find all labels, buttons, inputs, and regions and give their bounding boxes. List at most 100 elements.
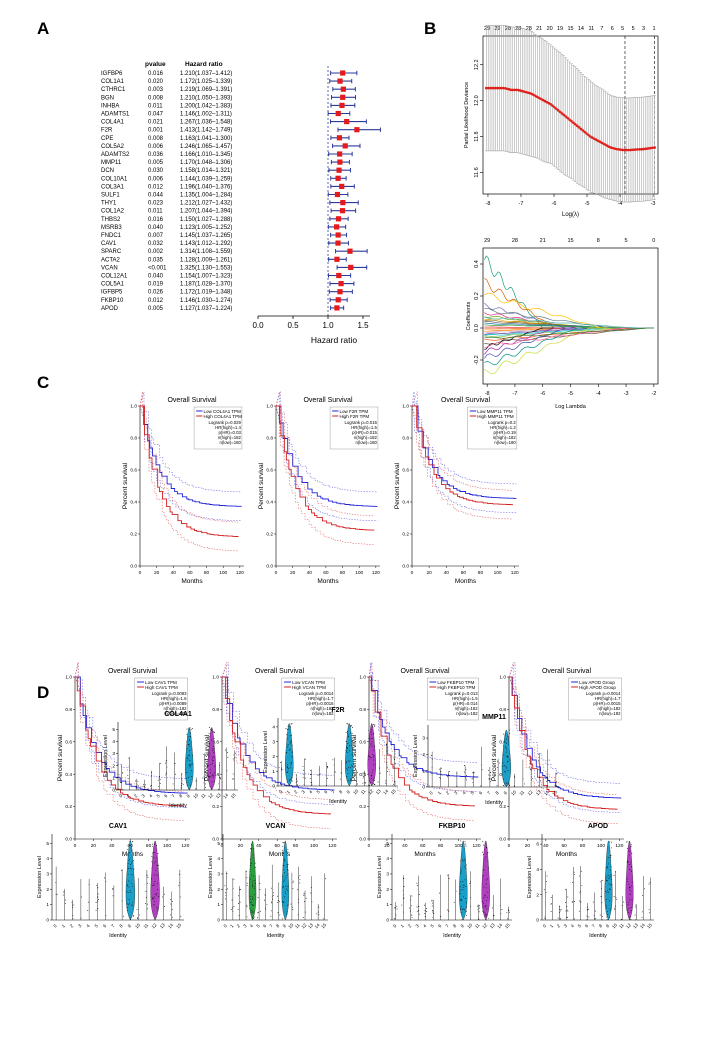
violin-cell-point [211, 781, 213, 783]
violin-cell-point [318, 906, 320, 908]
violin-cell-point [484, 858, 486, 860]
violin-cell-point [131, 841, 133, 843]
violin-cell-point [606, 879, 608, 881]
violin-category-label: 9 [460, 923, 466, 929]
lasso-cv-point [640, 147, 643, 151]
violin-cell-point [295, 774, 297, 776]
violin-cell-point [503, 733, 504, 735]
violin-cell-point [349, 760, 351, 762]
km-survival-curve [369, 676, 475, 807]
violin-cell-point [356, 783, 358, 785]
violin-cell-point [522, 778, 524, 780]
violin-y-tick-label: 4 [272, 724, 275, 730]
forest-hr-marker [336, 272, 342, 279]
violin-category-label: 13 [307, 922, 314, 929]
violin-cell-point [432, 905, 434, 907]
violin-cell-point [232, 773, 234, 775]
violin-cell-point [614, 909, 616, 911]
violin-cell-point [394, 907, 396, 909]
km-legend-low: Low F2R TPM [339, 409, 368, 414]
violin-cell-point [629, 850, 631, 852]
violin-y-tick-label: 3 [272, 739, 275, 745]
violin-cell-point [631, 885, 633, 887]
km-x-tick-label: 60 [562, 843, 568, 849]
violin-category-label: 7 [269, 923, 275, 929]
violin-cell-point [642, 894, 644, 896]
violin-cell-point [289, 726, 291, 728]
violin-cell-point [205, 787, 207, 789]
violin-cell-point [211, 759, 213, 761]
km-y-tick-label: 1.0 [65, 675, 72, 681]
violin-cell-point [472, 781, 474, 783]
violin-cell-point [150, 785, 152, 787]
violin-cell-point [351, 739, 353, 741]
violin-shape [345, 723, 354, 787]
violin-cell-point [348, 760, 350, 762]
km-legend-low: Low MMP11 TPM [477, 409, 513, 414]
violin-cell-point [170, 914, 172, 916]
panel-label-c: C [37, 373, 49, 392]
violin-cell-point [507, 760, 509, 762]
violin-category-label: 3 [563, 923, 569, 929]
violin-cell-point [212, 731, 214, 733]
lasso-coefficient-path [484, 327, 654, 334]
violin-cell-point [496, 785, 498, 787]
violin-cell-point [283, 885, 285, 887]
violin-cell-point [581, 884, 583, 886]
violin-category-label: 2 [133, 793, 139, 799]
lasso-path-x-tick-label: -3 [624, 391, 629, 397]
forest-hr-marker [340, 70, 346, 76]
violin-cell-point [503, 785, 505, 787]
forest-hr-marker [335, 216, 342, 222]
violin-cell-point [305, 911, 306, 913]
violin-cell-point [486, 908, 488, 910]
violin-cell-point [609, 841, 610, 843]
violin-category-label: 10 [134, 922, 141, 929]
violin-cell-point [368, 755, 370, 757]
lasso-coefficient-path [484, 327, 654, 338]
violin-cell-point [129, 917, 131, 919]
lasso-cv-x-tick-label: -6 [552, 201, 557, 207]
forest-hr-text: 1.127(1.037–1.224) [180, 306, 232, 312]
km-y-tick-label: 0.4 [359, 772, 366, 778]
km-y-axis-title: Percent survival [122, 462, 129, 509]
violin-cell-point [133, 915, 135, 917]
violin-cell-point [272, 892, 274, 894]
violin-cell-point [487, 878, 488, 880]
violin-cell-point [252, 857, 254, 859]
violin-cell-point [628, 917, 630, 919]
forest-hr-text: 1.154(1.007–1.323) [180, 274, 232, 280]
violin-cell-point [438, 892, 440, 894]
violin-cell-point [470, 896, 472, 898]
violin-cell-point [211, 739, 213, 741]
violin-cell-point [472, 772, 474, 774]
violin-cell-point [486, 853, 488, 855]
violin-cell-point [370, 738, 372, 740]
violin-cell-point [310, 781, 312, 783]
violin-cell-point [287, 763, 289, 765]
violin-cell-point [152, 857, 154, 859]
violin-cell-point [165, 762, 166, 764]
lasso-coefficient-path [484, 327, 654, 355]
violin-cell-point [56, 893, 58, 895]
km-legend-box [329, 406, 379, 450]
violin-cell-point [246, 916, 248, 918]
violin-cell-point [482, 851, 484, 853]
forest-hr-text: 1.128(1.009–1.261) [180, 257, 232, 263]
violin-cell-point [464, 909, 466, 911]
violin-cell-point [326, 784, 327, 786]
violin-cell-point [614, 905, 616, 907]
violin-cell-point [345, 749, 347, 751]
violin-cell-point [627, 850, 629, 852]
violin-cell-point [478, 905, 480, 907]
lasso-cv-top-tick-label: 6 [611, 26, 614, 32]
violin-cell-point [252, 854, 254, 856]
violin-cell-point [71, 901, 73, 903]
violin-cell-point [213, 757, 215, 759]
km-y-tick-label: 0.4 [65, 772, 72, 778]
violin-cell-point [504, 770, 506, 772]
lasso-cv-point [625, 148, 628, 152]
lasso-path-top-tick-label: 15 [567, 238, 573, 244]
km-stat-line: n(high)=182 [354, 435, 378, 440]
